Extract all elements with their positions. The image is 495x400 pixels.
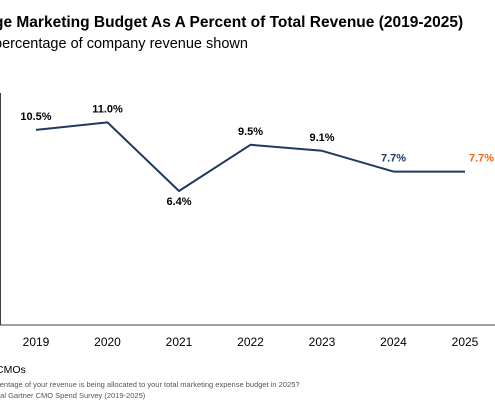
data-label-2025: 7.7% [469, 153, 494, 165]
chart-title: ge Marketing Budget As A Percent of Tota… [0, 14, 464, 31]
footnote-question: centage of your revenue is being allocat… [0, 380, 300, 389]
x-tick-labels: 2019 2020 2021 2022 2023 2024 2025 [23, 335, 479, 349]
data-label-2019: 10.5% [20, 111, 51, 123]
x-tick-label-2022: 2022 [237, 335, 264, 349]
chart-subtitle: percentage of company revenue shown [0, 36, 248, 52]
footnote-sample: CMOs [0, 364, 26, 376]
series-line [35, 121, 465, 192]
data-label-2021: 6.4% [166, 196, 191, 208]
x-tick-label-2023: 2023 [309, 335, 336, 349]
footnote-source: ual Gartner CMO Spend Survey (2019-2025) [0, 391, 146, 400]
data-label-2024: 7.7% [381, 153, 406, 165]
data-label-2023: 9.1% [309, 132, 334, 144]
x-tick-label-2019: 2019 [23, 335, 50, 349]
x-tick-label-2024: 2024 [380, 335, 407, 349]
x-tick-label-2020: 2020 [94, 335, 121, 349]
data-label-2022: 9.5% [238, 126, 263, 138]
x-tick-label-2021: 2021 [166, 335, 193, 349]
data-label-2020: 11.0% [92, 103, 123, 115]
data-labels: 10.5% 11.0% 6.4% 9.5% 9.1% 7.7% 7.7% [20, 103, 494, 208]
x-tick-label-2025: 2025 [452, 335, 479, 349]
